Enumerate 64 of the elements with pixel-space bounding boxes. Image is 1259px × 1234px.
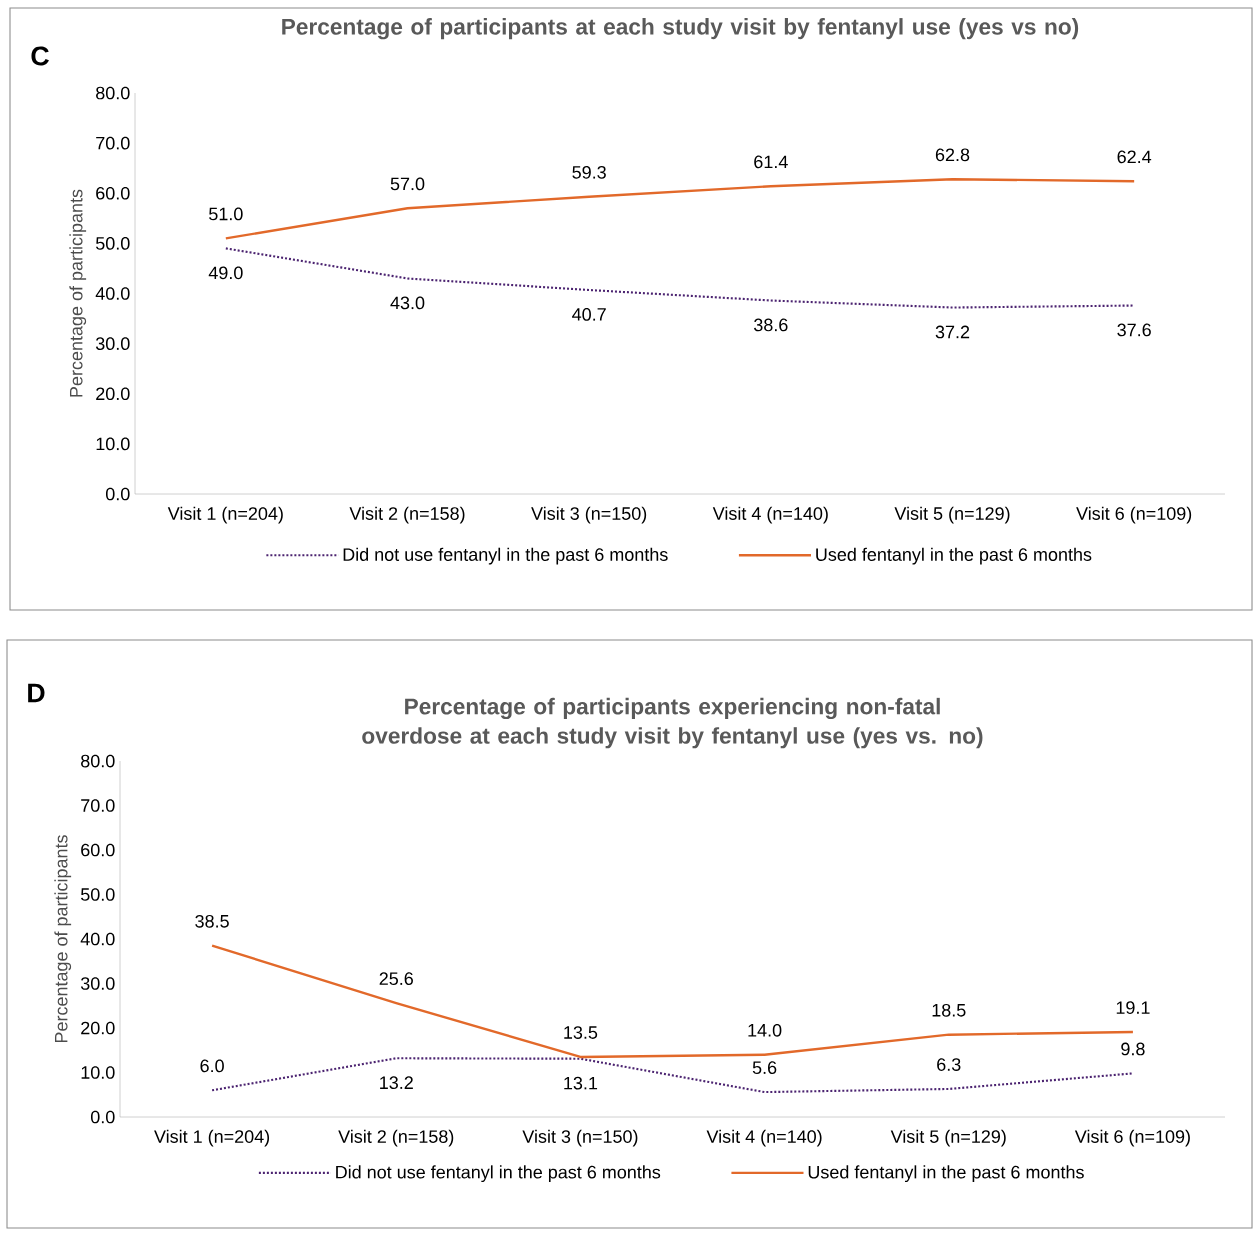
x-tick-label: Visit 5 (n=129) <box>894 506 1010 524</box>
x-tick-label: Visit 2 (n=158) <box>349 506 465 524</box>
data-label: 5.6 <box>752 1061 777 1075</box>
data-label: 51.0 <box>209 207 243 221</box>
data-label: 13.2 <box>380 1076 413 1090</box>
y-tick-label: 20.0 <box>81 1021 115 1035</box>
x-tick-label: Visit 1 (n=204) <box>154 1129 270 1147</box>
data-label: 40.7 <box>572 308 606 321</box>
y-axis-title: Percentage of participants <box>54 835 72 1043</box>
x-tick-label: Visit 6 (n=109) <box>1076 506 1192 524</box>
data-label: 59.3 <box>572 165 606 179</box>
legend-label: Used fentanyl in the past 6 months <box>808 1165 1084 1183</box>
y-tick-label: 80.0 <box>96 86 130 100</box>
data-label: 14.0 <box>748 1023 782 1037</box>
y-tick-label: 50.0 <box>95 237 130 250</box>
y-tick-label: 30.0 <box>80 977 115 990</box>
x-tick-label: Visit 1 (n=204) <box>167 506 283 524</box>
y-tick-label: 40.0 <box>95 287 130 300</box>
chart-title: Percentage of participants at each study visit by fentanyl use (yes vs no) <box>282 18 1079 40</box>
data-label: 38.5 <box>195 914 229 928</box>
x-tick-label: Visit 6 (n=109) <box>1074 1129 1190 1147</box>
y-tick-label: 20.0 <box>96 387 130 401</box>
y-tick-label: 80.0 <box>81 754 115 768</box>
data-label: 25.6 <box>379 972 413 986</box>
x-tick-label: Visit 5 (n=129) <box>890 1129 1006 1147</box>
data-label: 9.8 <box>1121 1042 1145 1056</box>
chart-title: Percentage of participants experiencing non-fatal overdose at each study visit by fentanyl use (yes vs. no) <box>362 697 983 749</box>
x-tick-label: Visit 4 (n=140) <box>706 1129 822 1147</box>
data-label: 6.3 <box>937 1058 961 1071</box>
data-label: 13.5 <box>564 1026 598 1039</box>
legend-label: Used fentanyl in the past 6 months <box>816 547 1092 565</box>
legend-label: Did not use fentanyl in the past 6 months <box>336 1165 661 1183</box>
text: D <box>28 683 45 703</box>
y-tick-label: 50.0 <box>80 888 115 901</box>
data-label: 18.5 <box>932 1003 966 1017</box>
y-axis-title: Percentage of participants <box>69 189 87 397</box>
x-tick-label: Visit 3 (n=150) <box>522 1129 638 1147</box>
data-label: 43.0 <box>390 296 425 310</box>
y-tick-label: 40.0 <box>80 932 115 946</box>
x-tick-label: Visit 4 (n=140) <box>712 506 828 524</box>
data-label: 61.4 <box>754 155 788 169</box>
y-tick-label: 70.0 <box>96 136 130 150</box>
data-label: 37.2 <box>935 325 970 339</box>
y-tick-label: 10.0 <box>81 1066 115 1079</box>
data-label: 62.4 <box>1117 150 1152 164</box>
y-tick-label: 60.0 <box>96 186 130 200</box>
data-label: 6.0 <box>200 1059 224 1073</box>
data-label: 62.8 <box>935 148 970 162</box>
y-tick-label: 30.0 <box>95 337 130 350</box>
y-tick-label: 70.0 <box>81 799 115 812</box>
x-tick-label: Visit 2 (n=158) <box>338 1129 454 1147</box>
data-label: 49.0 <box>208 266 243 280</box>
x-tick-label: Visit 3 (n=150) <box>531 506 647 524</box>
y-tick-label: 60.0 <box>81 843 115 857</box>
data-label: 19.1 <box>1116 1001 1150 1014</box>
y-tick-label: 10.0 <box>96 437 130 451</box>
text: C <box>31 46 49 66</box>
y-tick-label: 0.0 <box>105 487 130 501</box>
data-label: 37.6 <box>1117 323 1151 337</box>
data-label: 38.6 <box>754 318 788 332</box>
data-label: 13.1 <box>564 1076 598 1090</box>
y-tick-label: 0.0 <box>90 1110 115 1124</box>
legend-label: Did not use fentanyl in the past 6 months <box>343 547 668 565</box>
data-label: 57.0 <box>390 177 425 191</box>
